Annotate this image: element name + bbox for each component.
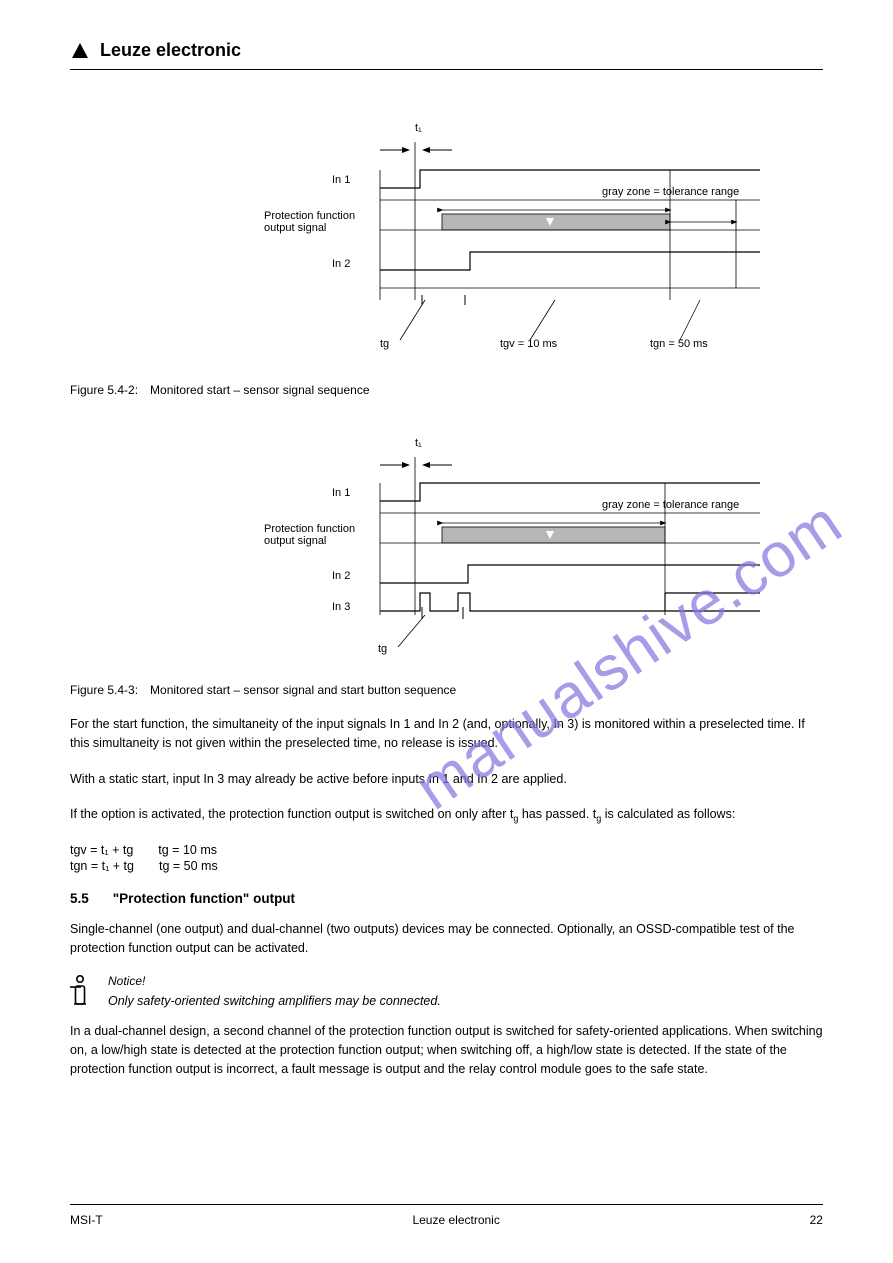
fig1-protout: Protection functionoutput signal — [264, 210, 355, 234]
fig1-tg: tg — [380, 338, 389, 350]
fig1-gray: gray zone = tolerance range — [602, 186, 739, 198]
fig2-in2: In 2 — [332, 570, 350, 582]
figure-1-caption: Figure 5.4-2: Monitored start – sensor s… — [70, 383, 823, 397]
para-1: For the start function, the simultaneity… — [70, 715, 823, 754]
notice-block: Notice! Only safety-oriented switching a… — [70, 974, 823, 1011]
para-2: With a static start, input In 3 may alre… — [70, 770, 823, 789]
figure-2-caption: Figure 5.4-3: Monitored start – sensor s… — [70, 683, 823, 697]
page-footer: MSI-T Leuze electronic 22 — [70, 1204, 823, 1227]
fig2-in3: In 3 — [332, 601, 350, 613]
info-icon — [70, 974, 90, 1011]
fig1-tgn: tgn = 50 ms — [650, 338, 708, 350]
notice-label: Notice! — [108, 974, 441, 988]
footer-right: 22 — [810, 1213, 823, 1227]
page-header: Leuze electronic — [70, 40, 823, 70]
fig2-tg: tg — [378, 643, 387, 655]
fig2-gray: gray zone = tolerance range — [602, 499, 739, 511]
formula-2: tgn = t₁ + tg tg = 50 ms — [70, 859, 823, 873]
section-5-5-heading: 5.5 "Protection function" output — [70, 891, 823, 906]
leuze-logo-icon — [70, 42, 90, 60]
fig2-in1: In 1 — [332, 487, 350, 499]
fig2-t1: t₁ — [415, 437, 422, 449]
figure-5-4-2: t₁ In 1 In 2 Protection functionoutput s… — [270, 100, 823, 365]
figure-5-4-3: t₁ In 1 In 2 In 3 Protection functionout… — [270, 415, 823, 665]
fig1-t1: t₁ — [415, 122, 422, 134]
para-4: Single-channel (one output) and dual-cha… — [70, 920, 823, 959]
notice-text: Only safety-oriented switching amplifier… — [108, 992, 441, 1011]
section-title: "Protection function" output — [113, 891, 295, 906]
footer-center: Leuze electronic — [412, 1213, 499, 1227]
section-num: 5.5 — [70, 891, 89, 906]
fig1-in1: In 1 — [332, 174, 350, 186]
fig1-tgv: tgv = 10 ms — [500, 338, 557, 350]
fig1-in2: In 2 — [332, 258, 350, 270]
footer-left: MSI-T — [70, 1213, 103, 1227]
fig2-protout: Protection functionoutput signal — [264, 523, 355, 547]
brand-name: Leuze electronic — [100, 40, 241, 61]
formula-1: tgv = t₁ + tg tg = 10 ms — [70, 843, 823, 857]
para-3: If the option is activated, the protecti… — [70, 805, 823, 826]
para-5: In a dual-channel design, a second chann… — [70, 1022, 823, 1080]
